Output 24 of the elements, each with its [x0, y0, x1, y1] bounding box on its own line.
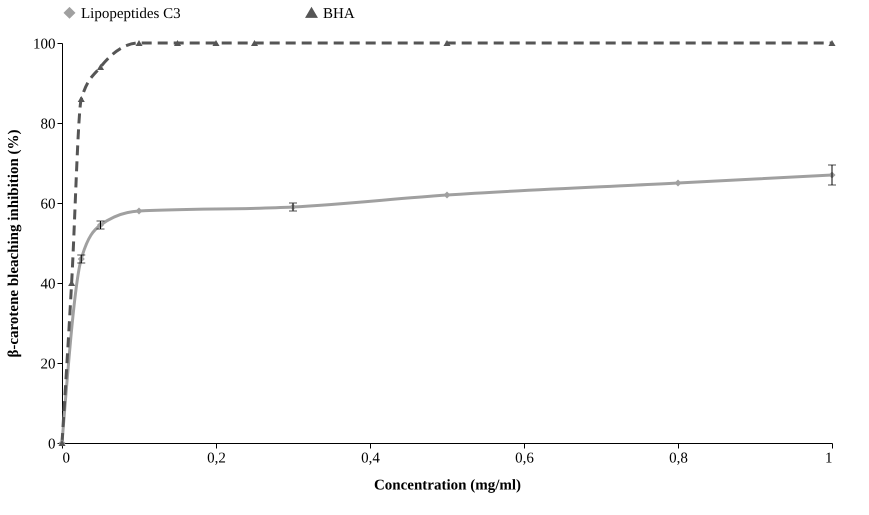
y-axis-title: β-carotene bleaching inhibition (%): [6, 129, 22, 358]
x-tick-label: 0,8: [669, 450, 688, 466]
x-tick-label: 0,4: [361, 450, 380, 466]
y-tick-label: 60: [40, 196, 56, 212]
y-tick-label: 40: [40, 276, 56, 292]
point: [250, 40, 258, 46]
x-tick-label: 0,6: [515, 450, 534, 466]
x-axis-title: Concentration (mg/ml): [374, 478, 522, 494]
y-tick-label: 100: [33, 36, 56, 52]
point: [174, 40, 182, 46]
point: [443, 40, 451, 46]
point: [212, 40, 220, 46]
y-tick-label: 0: [48, 436, 56, 452]
x-tick-label: 0: [62, 450, 70, 466]
legend-label: BHA: [323, 6, 355, 22]
y-tick-label: 80: [40, 116, 56, 132]
x-tick-label: 0,2: [207, 450, 226, 466]
y-tick-label: 20: [40, 356, 56, 372]
point: [78, 96, 85, 102]
point: [828, 40, 836, 46]
legend-label: Lipopeptides C3: [81, 6, 181, 22]
point: [96, 64, 104, 70]
x-tick-label: 1: [825, 450, 832, 466]
point: [135, 40, 143, 46]
